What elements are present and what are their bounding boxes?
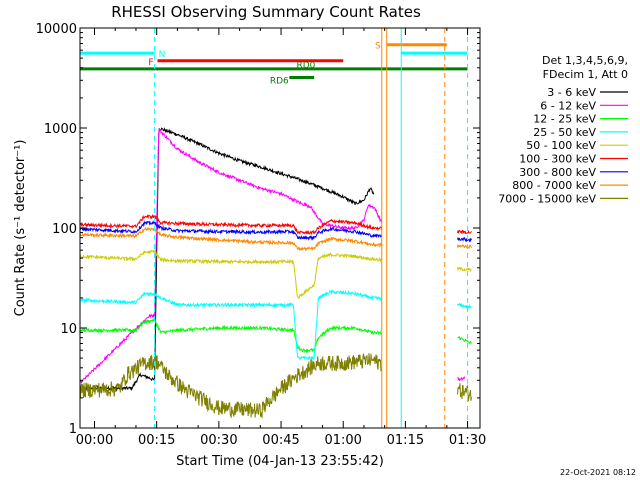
x-tick-label-6: 01:15: [387, 433, 424, 448]
y-tick-label-3: 100: [52, 222, 77, 237]
state-label-rd0: RD0: [296, 61, 315, 71]
y-axis: 1 10 100 1000 10000: [36, 22, 480, 437]
chart-title: RHESSI Observing Summary Count Rates: [111, 3, 421, 21]
series-line-3: [79, 318, 472, 354]
state-label-f: F: [148, 58, 153, 68]
series-line-6: [79, 214, 472, 236]
series-line-9: [79, 353, 472, 419]
legend-label-2: 6 - 12 keV: [540, 99, 596, 112]
legend-label-8: 800 - 7000 keV: [512, 179, 596, 192]
series-line-4: [79, 289, 472, 362]
x-tick-label-2: 00:15: [138, 433, 175, 448]
y-tick-label-2: 10: [60, 322, 77, 337]
legend-header-1: Det 1,3,4,5,6,9,: [542, 54, 628, 67]
legend-label-3: 12 - 25 keV: [533, 113, 596, 126]
state-label-n: N: [159, 50, 166, 60]
plot-area: NF S RD0 RD6: [79, 28, 472, 428]
x-axis-label: Start Time (04-Jan-13 23:55:42): [176, 454, 384, 469]
legend-label-1: 3 - 6 keV: [547, 86, 596, 99]
series-line-1: [79, 127, 375, 392]
series-line-2: [79, 128, 466, 384]
timestamp: 22-Oct-2021 08:12: [560, 468, 636, 477]
x-tick-label-4: 00:45: [262, 433, 299, 448]
legend-label-6: 100 - 300 keV: [519, 153, 596, 166]
legend-label-5: 50 - 100 keV: [526, 139, 596, 152]
y-tick-label-1: 1: [69, 422, 77, 437]
x-tick-label-7: 01:30: [449, 433, 486, 448]
series-line-7: [79, 219, 472, 243]
legend-label-7: 300 - 800 keV: [519, 166, 596, 179]
x-tick-label-1: 00:00: [76, 433, 113, 448]
x-tick-label-3: 00:30: [200, 433, 237, 448]
y-axis-label: Count Rate (s⁻¹ detector⁻¹): [13, 140, 28, 317]
y-tick-label-4: 1000: [44, 122, 77, 137]
state-label-s: S: [375, 42, 381, 52]
legend-header-2: FDecim 1, Att 0: [543, 68, 628, 81]
series-line-5: [79, 249, 472, 300]
series-line-8: [79, 226, 472, 252]
x-axis: 00:00 00:15 00:30 00:45 01:00 01:15 01:30: [76, 28, 486, 448]
legend-label-4: 25 - 50 keV: [533, 126, 596, 139]
y-tick-label-5: 10000: [36, 22, 77, 37]
x-tick-label-5: 01:00: [324, 433, 361, 448]
state-label-rd6: RD6: [270, 76, 289, 86]
legend-label-9: 7000 - 15000 keV: [498, 192, 596, 205]
legend: Det 1,3,4,5,6,9,FDecim 1, Att 0 3 - 6 keV…: [498, 54, 628, 205]
